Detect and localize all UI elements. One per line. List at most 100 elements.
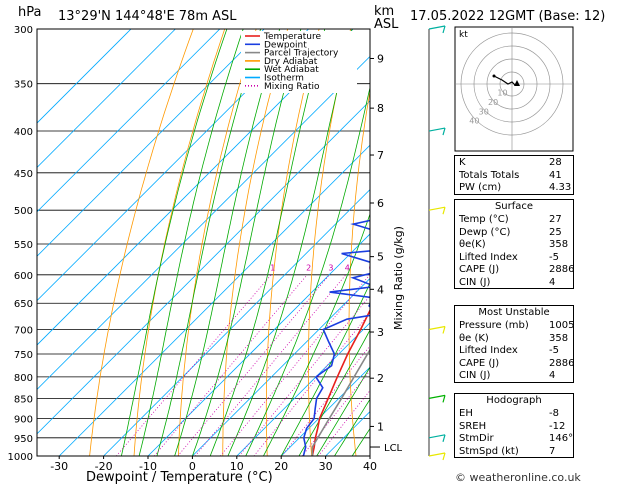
index-row: K 28 [455, 156, 573, 169]
surface-key: CAPE (J) [459, 264, 500, 275]
index-key: K [459, 157, 466, 168]
surface-value: 4 [549, 276, 556, 288]
most-unstable-value: 4 [549, 370, 556, 381]
surface-row: Lifted Index -5 [455, 251, 573, 264]
series-temperature [311, 308, 370, 456]
pressure-tick-label: 650 [14, 299, 33, 310]
km-tick-label: 5 [377, 251, 384, 264]
pressure-tick-label: 800 [14, 373, 33, 384]
plot-frame [36, 28, 371, 457]
datetime-label: 17.05.2022 12GMT (Base: 12) [410, 9, 606, 24]
wind-barb-flag [442, 25, 446, 34]
pressure-tick-label: 750 [14, 350, 33, 361]
most-unstable-row: CIN (J) 4 [455, 369, 573, 382]
km-tick-label: 7 [377, 149, 384, 162]
isotherm-line [37, 29, 265, 257]
isotherm-line [37, 29, 354, 346]
series-parcel-trajectory [311, 348, 370, 456]
dry-adiabat-line [265, 29, 320, 456]
dry-adiabat-line [133, 29, 226, 456]
wind-barb [428, 25, 446, 34]
wet-adiabat-line [334, 398, 370, 456]
hodograph-ring-label: 10 [497, 89, 507, 98]
legend-label: Isotherm [264, 74, 304, 84]
most-unstable-title: Most Unstable [478, 307, 550, 318]
pressure-tick-label: 550 [14, 240, 33, 251]
surface-key: Dewp (°C) [459, 226, 511, 238]
hodograph-row: StmSpd (kt) 7 [455, 445, 573, 458]
wind-barb [428, 434, 446, 442]
mixing-ratio-line [238, 295, 370, 456]
dry-adiabat-line [307, 29, 351, 456]
pressure-tick-label: 850 [14, 394, 33, 405]
x-tick-label: 30 [319, 460, 333, 473]
wind-barb-flag [442, 452, 446, 461]
mixing-ratio-label: 2 [306, 263, 311, 272]
index-value: 41 [549, 169, 562, 181]
isotherm-line [37, 29, 132, 124]
hodograph-value: 7 [549, 445, 556, 457]
most-unstable-key: CAPE (J) [459, 357, 500, 369]
height-unit-label: km [374, 4, 395, 19]
x-axis-label: Dewpoint / Temperature (°C) [86, 470, 273, 485]
hodograph-value: -8 [549, 408, 559, 419]
series-dewpoint [302, 219, 370, 456]
legend-label: Wet Adiabat [264, 65, 319, 75]
mixing-ratio-label: 8 [386, 263, 391, 272]
mixing-ratio-label: 1 [270, 263, 275, 272]
legend-label: Mixing Ratio [264, 82, 320, 92]
hodograph-value: -12 [549, 420, 566, 432]
x-tick-label: -10 [139, 460, 157, 473]
hodograph-trace [493, 75, 516, 86]
x-tick-label: -20 [95, 460, 113, 473]
pressure-tick-label: 950 [14, 434, 33, 445]
wind-barb-flag [442, 395, 446, 403]
index-value: 4.33 [549, 182, 572, 193]
mixing-ratio-label: 15 [426, 263, 436, 272]
wet-adiabat-line [174, 29, 281, 456]
most-unstable-key: θe (K) [459, 332, 489, 344]
wind-barb [428, 206, 446, 215]
dry-adiabat-line [568, 29, 622, 456]
surface-key: CIN (J) [459, 276, 491, 288]
hodograph-key: SREH [459, 420, 487, 432]
mixing-ratio-line [318, 389, 370, 456]
isotherm-line [37, 29, 309, 302]
most-unstable-row: θe (K) 358 [455, 332, 573, 345]
mixing-ratio-label: 4 [345, 263, 350, 272]
mixing-ratio-line [153, 274, 308, 456]
wind-barb [428, 325, 446, 334]
index-row: PW (cm) 4.33 [455, 181, 573, 194]
hodograph-key: StmDir [459, 433, 494, 444]
isotherm-line [37, 29, 221, 213]
km-tick-label: 2 [377, 372, 384, 385]
surface-title: Surface [494, 201, 534, 212]
pressure-tick-label: 1000 [8, 452, 33, 463]
km-tick-label: 1 [377, 420, 384, 433]
dry-adiabat-line [89, 29, 194, 456]
hodograph-row: EH -8 [455, 407, 573, 420]
wind-barb-shaft [428, 127, 446, 132]
hodograph-key: EH [459, 408, 473, 419]
hodograph-ring-label: 40 [469, 117, 479, 126]
surface-key: Temp (°C) [459, 214, 509, 225]
wet-adiabat-line [263, 212, 370, 456]
wet-adiabat-line [192, 29, 302, 456]
index-key: PW (cm) [459, 182, 502, 193]
wet-adiabat-line [156, 29, 261, 456]
surface-row: θe(K) 358 [455, 238, 573, 251]
hodograph-unit-label: kt [459, 30, 468, 40]
most-unstable-value: 358 [549, 332, 569, 344]
most-unstable-row: Lifted Index -5 [455, 344, 573, 357]
isotherm-line [280, 366, 370, 456]
x-tick-label: -30 [50, 460, 68, 473]
pressure-tick-label: 700 [14, 326, 33, 337]
most-unstable-key: CIN (J) [459, 370, 491, 381]
mixing-ratio-line [220, 274, 370, 456]
wind-barb-shaft [428, 394, 446, 399]
wind-barb-flag [442, 207, 446, 215]
isotherm-line [37, 29, 176, 168]
pressure-tick-label: 900 [14, 415, 33, 426]
wind-barb [428, 452, 446, 461]
surface-row: Dewp (°C) 25 [455, 226, 573, 239]
